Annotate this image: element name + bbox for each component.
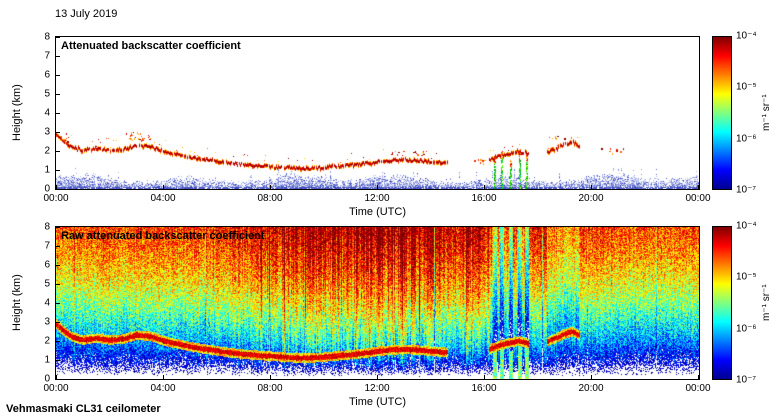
axis-tick-mark [484,185,485,189]
y-tick-label: 5 [44,88,50,100]
axis-tick-mark [56,360,60,361]
axis-tick-mark [484,375,485,379]
x-tick-label: 00:00 [685,383,711,394]
colorbar-unit-top: m⁻¹ sr⁻¹ [761,94,772,132]
y-tick-label: 2 [44,145,50,157]
y-tick-label: 1 [44,164,50,176]
x-tick-label: 12:00 [364,193,390,204]
x-axis-label-bottom: Time (UTC) [348,396,407,408]
axis-tick-mark [270,185,271,189]
x-tick-label: 12:00 [364,383,390,394]
axis-tick-mark [163,375,164,379]
x-tick-label: 04:00 [150,193,176,204]
axis-tick-mark [56,151,60,152]
heatmap-canvas-top [56,37,699,189]
x-tick-label: 20:00 [578,193,604,204]
instrument-label: Vehmasmaki CL31 ceilometer [6,403,161,415]
axis-tick-mark [377,185,378,189]
y-tick-label: 0 [44,183,50,195]
axis-tick-mark [56,375,57,379]
colorbar-bottom [712,226,732,380]
x-tick-label: 00:00 [43,193,69,204]
axis-tick-mark [56,322,60,323]
x-tick-label: 04:00 [150,383,176,394]
colorbar-tick-label: 10⁻⁵ [736,271,757,283]
axis-tick-mark [591,375,592,379]
y-tick-label: 0 [44,373,50,385]
axis-tick-mark [270,375,271,379]
axis-tick-mark [56,56,60,57]
heatmap-canvas-bottom [56,227,699,379]
axis-tick-mark [698,375,699,379]
axis-tick-mark [56,185,57,189]
y-axis-label-bottom: Height (km) [11,274,23,332]
axis-tick-mark [56,189,60,190]
x-tick-label: 16:00 [471,383,497,394]
y-tick-label: 3 [44,126,50,138]
panel-title-top: Attenuated backscatter coefficient [61,40,241,52]
x-tick-label: 08:00 [257,193,283,204]
axis-tick-mark [56,170,60,171]
axis-tick-mark [56,265,60,266]
y-tick-label: 2 [44,335,50,347]
axis-tick-mark [56,132,60,133]
x-tick-label: 00:00 [43,383,69,394]
y-axis-label-top: Height (km) [11,84,23,142]
axis-tick-mark [56,75,60,76]
y-tick-label: 6 [44,259,50,271]
plot-area-bottom: Raw attenuated backscatter coefficient [55,226,700,380]
axis-tick-mark [56,94,60,95]
y-tick-label: 5 [44,278,50,290]
colorbar-tick-label: 10⁻⁵ [736,81,757,93]
colorbar-tick-label: 10⁻⁶ [736,323,757,335]
y-tick-label: 8 [44,31,50,43]
x-tick-label: 20:00 [578,383,604,394]
plot-area-top: Attenuated backscatter coefficient [55,36,700,190]
axis-tick-mark [56,284,60,285]
colorbar-tick-label: 10⁻⁴ [736,30,757,42]
axis-tick-mark [163,185,164,189]
axis-tick-mark [377,375,378,379]
colorbar-tick-label: 10⁻⁴ [736,220,757,232]
colorbar-tick-label: 10⁻⁶ [736,133,757,145]
axis-tick-mark [56,303,60,304]
axis-tick-mark [698,185,699,189]
axis-tick-mark [56,379,60,380]
axis-tick-mark [56,341,60,342]
x-tick-label: 00:00 [685,193,711,204]
axis-tick-mark [56,246,60,247]
axis-tick-mark [56,227,60,228]
axis-tick-mark [56,37,60,38]
colorbar-tick-label: 10⁻⁷ [736,184,757,196]
x-tick-label: 16:00 [471,193,497,204]
axis-tick-mark [56,113,60,114]
y-tick-label: 4 [44,297,50,309]
y-tick-label: 8 [44,221,50,233]
y-tick-label: 7 [44,50,50,62]
colorbar-top [712,36,732,190]
x-tick-label: 08:00 [257,383,283,394]
panel-title-bottom: Raw attenuated backscatter coefficient [61,230,265,242]
x-axis-label-top: Time (UTC) [348,206,407,218]
y-tick-label: 7 [44,240,50,252]
axis-tick-mark [591,185,592,189]
y-tick-label: 4 [44,107,50,119]
colorbar-tick-label: 10⁻⁷ [736,374,757,386]
date-label: 13 July 2019 [55,8,118,20]
y-tick-label: 3 [44,316,50,328]
y-tick-label: 1 [44,354,50,366]
y-tick-label: 6 [44,69,50,81]
colorbar-unit-bottom: m⁻¹ sr⁻¹ [761,284,772,322]
